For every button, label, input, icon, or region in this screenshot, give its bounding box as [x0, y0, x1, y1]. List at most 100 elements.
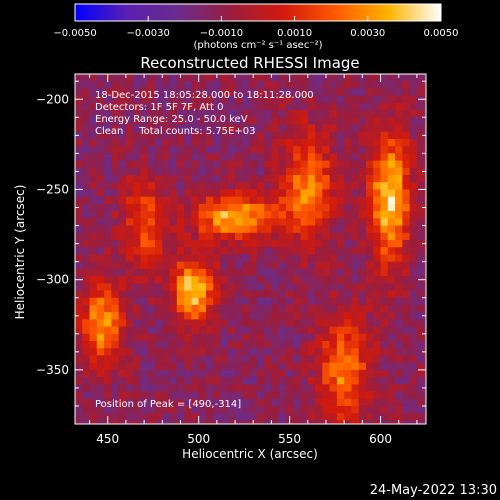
x-tick-label: 600	[369, 432, 392, 446]
heatmap-cell	[155, 312, 163, 320]
heatmap-cell	[111, 326, 120, 335]
heatmap-cell	[169, 88, 178, 97]
heatmap-cell	[184, 304, 192, 313]
heatmap-cell	[82, 391, 91, 400]
heatmap-cell	[409, 95, 418, 104]
heatmap-cell	[416, 124, 425, 133]
heatmap-cell	[329, 405, 338, 414]
heatmap-cell	[402, 413, 411, 421]
heatmap-cell	[249, 167, 258, 176]
heatmap-cell	[118, 203, 127, 212]
heatmap-cell	[235, 319, 243, 328]
heatmap-cell	[271, 319, 280, 328]
heatmap-cell	[256, 117, 265, 126]
heatmap-cell	[118, 377, 127, 385]
heatmap-cell	[322, 377, 331, 385]
heatmap-cell	[147, 319, 156, 328]
heatmap-cell	[344, 304, 352, 313]
heatmap-cell	[307, 312, 316, 320]
heatmap-cell	[235, 146, 243, 154]
heatmap-cell	[118, 232, 127, 241]
heatmap-cell	[315, 225, 323, 234]
heatmap-cell	[307, 182, 316, 190]
heatmap-cell	[176, 312, 185, 320]
heatmap-cell	[351, 391, 360, 400]
heatmap-cell	[220, 239, 229, 248]
heatmap-cell	[89, 203, 98, 212]
heatmap-cell	[133, 189, 141, 198]
heatmap-cell	[416, 254, 425, 263]
heatmap-cell	[82, 225, 91, 234]
heatmap-cell	[278, 110, 287, 118]
heatmap-cell	[358, 276, 367, 284]
heatmap-cell	[300, 297, 309, 306]
heatmap-cell	[205, 182, 214, 190]
heatmap-cell	[96, 232, 105, 241]
heatmap-cell	[198, 362, 207, 371]
heatmap-cell	[264, 74, 272, 82]
heatmap-cell	[293, 362, 302, 371]
heatmap-cell	[329, 276, 338, 284]
heatmap-cell	[198, 160, 207, 169]
heatmap-cell	[271, 369, 280, 378]
heatmap-cell	[351, 297, 360, 306]
heatmap-cell	[111, 391, 120, 400]
heatmap-cell	[285, 167, 294, 176]
heatmap-cell	[220, 146, 229, 154]
heatmap-cell	[322, 131, 331, 140]
heatmap-cell	[285, 182, 294, 190]
heatmap-cell	[242, 117, 251, 126]
heatmap-cell	[380, 88, 389, 97]
heatmap-cell	[365, 319, 374, 328]
heatmap-cell	[307, 261, 316, 270]
heatmap-cell	[336, 341, 345, 349]
heatmap-cell	[395, 175, 403, 183]
heatmap-cell	[147, 239, 156, 248]
heatmap-cell	[300, 153, 309, 162]
heatmap-cell	[387, 232, 396, 241]
heatmap-cell	[235, 413, 243, 421]
heatmap-cell	[155, 297, 163, 306]
heatmap-cell	[205, 110, 214, 118]
heatmap-cell	[169, 312, 178, 320]
heatmap-cell	[336, 377, 345, 385]
heatmap-cell	[140, 196, 149, 205]
heatmap-cell	[140, 312, 149, 320]
heatmap-cell	[351, 333, 360, 342]
heatmap-cell	[293, 391, 302, 400]
heatmap-cell	[198, 268, 207, 277]
heatmap-cell	[351, 384, 360, 393]
heatmap-cell	[249, 355, 258, 364]
heatmap-cell	[227, 304, 236, 313]
heatmap-cell	[322, 153, 331, 162]
heatmap-cell	[315, 81, 323, 89]
heatmap-cell	[213, 341, 221, 349]
heatmap-cell	[307, 117, 316, 126]
heatmap-cell	[300, 95, 309, 104]
heatmap-cell	[344, 290, 352, 299]
heatmap-cell	[365, 95, 374, 104]
heatmap-cell	[82, 398, 91, 407]
heatmap-cell	[300, 261, 309, 270]
heatmap-cell	[285, 203, 294, 212]
heatmap-cell	[380, 131, 389, 140]
heatmap-cell	[191, 268, 200, 277]
heatmap-cell	[96, 398, 105, 407]
heatmap-cell	[75, 160, 83, 169]
heatmap-cell	[365, 81, 374, 89]
heatmap-cell	[300, 146, 309, 154]
heatmap-cell	[249, 239, 258, 248]
heatmap-cell	[111, 261, 120, 270]
heatmap-cell	[293, 297, 302, 306]
heatmap-cell	[249, 88, 258, 97]
colorbar-tick-label: −0.0030	[127, 28, 170, 39]
heatmap-cell	[395, 232, 403, 241]
heatmap-cell	[256, 189, 265, 198]
heatmap-cell	[264, 247, 272, 255]
heatmap-cell	[155, 167, 163, 176]
heatmap-cell	[242, 167, 251, 176]
heatmap-cell	[256, 261, 265, 270]
heatmap-cell	[424, 297, 426, 306]
heatmap-cell	[140, 232, 149, 241]
heatmap-cell	[133, 196, 141, 205]
